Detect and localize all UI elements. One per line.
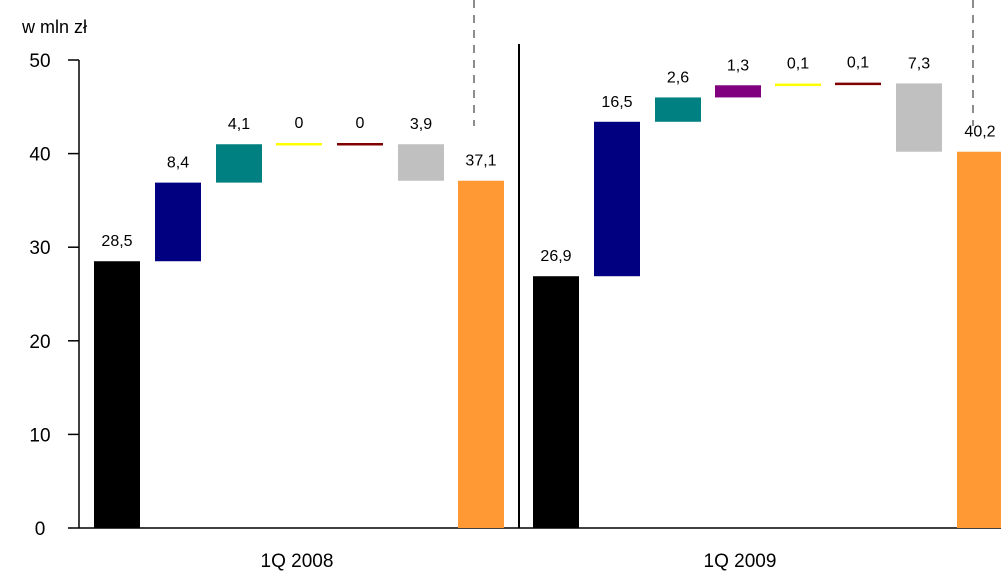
value-label: 28,5 (101, 233, 132, 250)
value-label: 0 (356, 115, 365, 132)
value-label: 1,3 (727, 57, 749, 74)
value-label: 0,1 (847, 55, 869, 72)
bar (216, 144, 262, 183)
bar (276, 142, 322, 146)
y-tick-label: 30 (29, 238, 50, 259)
bar (94, 261, 140, 528)
value-label: 4,1 (228, 116, 250, 133)
y-tick-label: 20 (29, 332, 50, 353)
bar (458, 180, 504, 528)
value-labels: 28,5 8,4 4,1 0 0 3,9 37,1 26,9 16,5 2,6 1,3 0,1 0,1 7… (101, 55, 995, 266)
bar (655, 97, 701, 122)
bar (337, 142, 383, 146)
axes: 0 10 20 30 40 50 (29, 44, 1001, 540)
category-label: 1Q 2009 (704, 551, 777, 572)
value-label: 16,5 (601, 94, 632, 111)
bar (775, 83, 821, 87)
value-label: 3,9 (410, 116, 432, 133)
bar (398, 144, 444, 181)
y-tick-label: 10 (29, 425, 50, 446)
value-label: 7,3 (908, 55, 930, 72)
bar (715, 85, 761, 98)
value-label: 0,1 (787, 56, 809, 73)
period-connector-lines (473, 0, 974, 126)
y-tick-label: 50 (29, 51, 50, 72)
bar (533, 276, 579, 528)
value-label: 26,9 (540, 248, 571, 265)
value-label: 37,1 (465, 153, 496, 170)
bar (594, 121, 640, 277)
value-label: 2,6 (667, 69, 689, 86)
bar (155, 182, 201, 262)
value-label: 8,4 (167, 155, 189, 172)
category-label: 1Q 2008 (261, 551, 334, 572)
y-tick-label: 0 (35, 519, 46, 540)
y-axis-unit-label: w mln zł (21, 17, 87, 37)
bars (94, 82, 1001, 528)
category-labels: 1Q 2008 1Q 2009 (261, 551, 777, 572)
value-label: 40,2 (964, 124, 995, 141)
bar (957, 151, 1001, 528)
bar (835, 82, 881, 86)
bar (896, 83, 942, 152)
value-label: 0 (295, 115, 304, 132)
y-tick-label: 40 (29, 145, 50, 166)
